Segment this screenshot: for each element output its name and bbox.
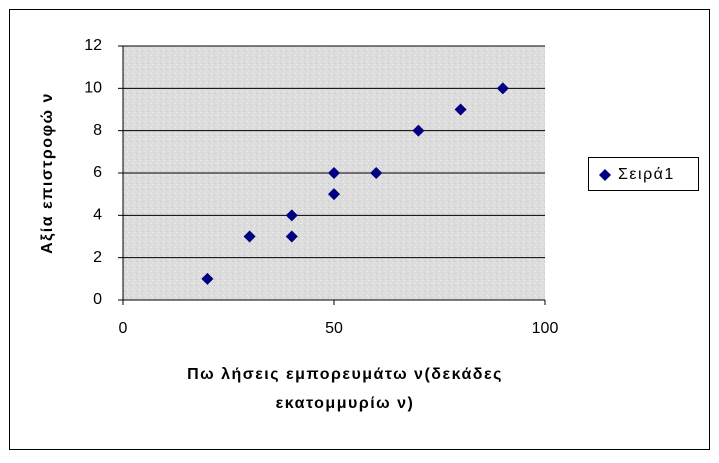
x-axis-title: Πω λήσεις εμπορευμάτω ν(δεκάδες <box>187 366 503 383</box>
point <box>328 188 340 201</box>
y-tick-label: 4 <box>93 207 102 224</box>
legend-label: Σειρά1 <box>618 166 675 183</box>
point <box>285 209 298 222</box>
y-tick-label: 8 <box>93 122 102 139</box>
point <box>201 272 214 285</box>
point <box>370 167 383 179</box>
y-tick-label: 12 <box>84 37 102 54</box>
y-tick-label: 6 <box>93 164 102 181</box>
x-tick-label: 50 <box>325 320 343 337</box>
point <box>454 103 467 116</box>
y-tick-label: 10 <box>84 80 102 97</box>
x-tick-label: 100 <box>532 320 559 337</box>
point <box>243 230 256 243</box>
point <box>328 167 340 179</box>
legend-marker <box>599 169 611 181</box>
x-axis-title: εκατομμυρίω ν) <box>276 395 415 412</box>
point <box>496 82 509 95</box>
point <box>412 124 425 137</box>
point <box>285 230 298 243</box>
y-axis-title: Αξία επιστροφώ ν <box>39 92 56 254</box>
y-tick-label: 0 <box>93 291 102 308</box>
y-tick-label: 2 <box>93 249 102 266</box>
x-tick-label: 0 <box>119 320 128 337</box>
